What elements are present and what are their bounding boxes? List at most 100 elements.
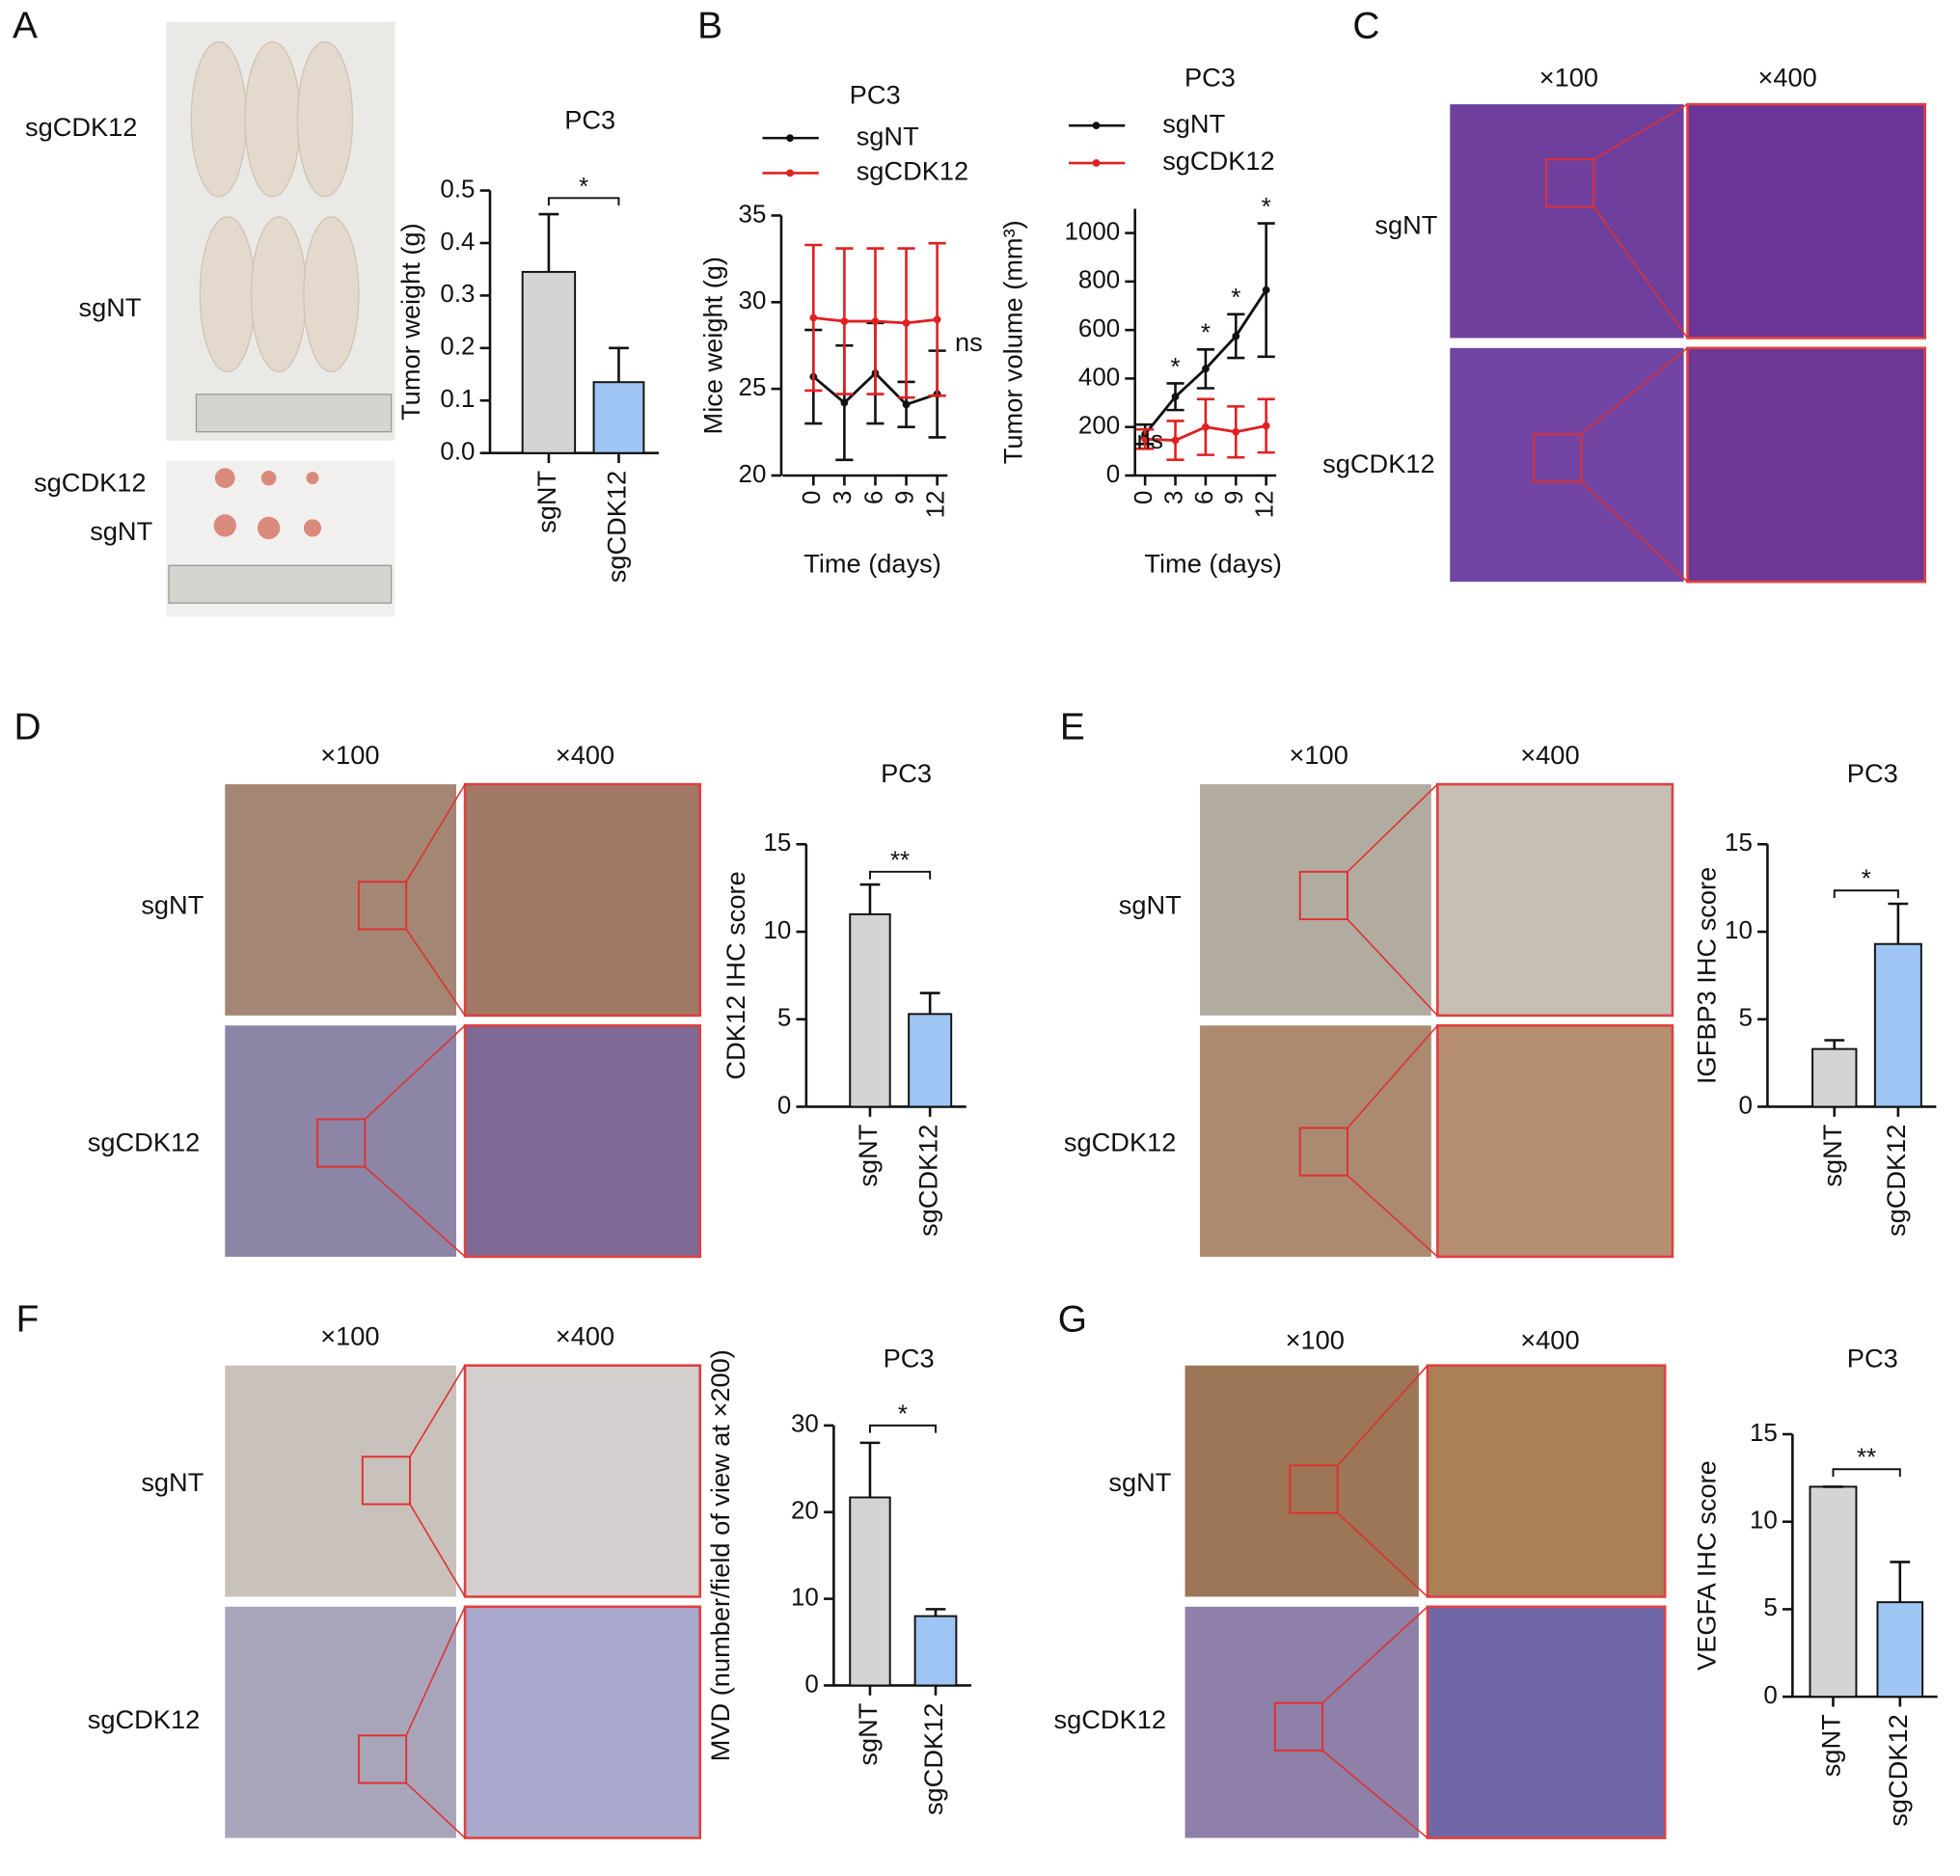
y-tick-label: 35 xyxy=(739,201,767,228)
panel-letter: F xyxy=(16,1299,40,1341)
data-point xyxy=(1171,436,1180,445)
bar xyxy=(521,270,577,454)
magnification-label: ×100 xyxy=(320,1320,379,1350)
significance-bracket xyxy=(547,197,620,206)
zoom-line xyxy=(405,1781,466,1839)
bar xyxy=(849,912,891,1108)
significance-bracket xyxy=(868,1424,937,1433)
legend-label: sgNT xyxy=(857,121,919,150)
y-tick-label: 20 xyxy=(739,461,767,488)
panel-letter: E xyxy=(1060,706,1085,748)
row-label: sgCDK12 xyxy=(25,112,137,142)
legend-marker xyxy=(1092,159,1101,167)
chart-title: PC3 xyxy=(1847,1344,1898,1373)
x-tick-label: sgNT xyxy=(853,1125,883,1187)
chart-title: PC3 xyxy=(884,1344,935,1373)
zoom-line xyxy=(1347,783,1438,873)
legend-label: sgCDK12 xyxy=(1162,146,1274,176)
x-tick-label: 12 xyxy=(1252,491,1279,519)
panel-letter: A xyxy=(13,5,38,46)
zoom-line xyxy=(405,928,466,1017)
zoom-line xyxy=(1347,918,1438,1017)
y-tick-label: 15 xyxy=(1725,829,1753,856)
y-tick-label: 5 xyxy=(777,1005,791,1032)
legend-marker xyxy=(786,134,794,142)
y-axis-label: CDK12 IHC score xyxy=(721,871,750,1079)
micrograph xyxy=(225,1025,457,1257)
data-point xyxy=(1262,421,1270,430)
zoom-box xyxy=(1273,1701,1324,1752)
zoom-line xyxy=(1321,1750,1429,1839)
x-tick-label: 3 xyxy=(830,491,857,504)
y-tick-label: 0 xyxy=(1763,1682,1777,1709)
micrograph xyxy=(1184,1365,1419,1597)
x-tick-label: 3 xyxy=(1160,491,1187,504)
bar xyxy=(1876,1601,1924,1699)
zoom-line xyxy=(1337,1512,1429,1598)
x-tick-label: 9 xyxy=(891,491,918,504)
zoom-box xyxy=(1289,1464,1339,1514)
data-point xyxy=(1232,332,1240,340)
micrograph xyxy=(463,782,702,1018)
x-tick-label: 0 xyxy=(1130,491,1157,504)
bar xyxy=(849,1496,891,1687)
row-label: sgCDK12 xyxy=(1054,1704,1166,1734)
micrograph xyxy=(225,784,457,1016)
row-label: sgNT xyxy=(1108,1467,1171,1497)
y-tick-label: 10 xyxy=(763,917,791,944)
significance-label: ** xyxy=(1857,1445,1876,1472)
ruler xyxy=(195,394,393,433)
y-tick-label: 30 xyxy=(791,1411,819,1438)
row-label: sgCDK12 xyxy=(88,1128,200,1157)
y-axis-label: VEGFA IHC score xyxy=(1692,1460,1722,1671)
panel-letter: G xyxy=(1058,1299,1087,1341)
micrograph xyxy=(225,1365,457,1597)
zoom-box xyxy=(361,1455,412,1506)
point-label: * xyxy=(1231,285,1240,312)
y-tick-label: 25 xyxy=(739,374,767,401)
y-axis-label: Mice weight (g) xyxy=(697,257,727,434)
y-tick-label: 400 xyxy=(1078,364,1120,391)
chart-title: PC3 xyxy=(881,758,932,788)
x-tick-label: sgCDK12 xyxy=(912,1125,942,1237)
legend-marker xyxy=(786,169,794,177)
zoom-line xyxy=(405,1606,466,1736)
zoom-line xyxy=(1592,103,1688,160)
chart-title: PC3 xyxy=(1184,62,1236,92)
chart-title: PC3 xyxy=(564,104,615,134)
point-label: * xyxy=(1170,354,1180,381)
row-label: sgNT xyxy=(141,1467,204,1497)
y-tick-label: 15 xyxy=(763,829,791,856)
y-tick-label: 10 xyxy=(1750,1508,1778,1535)
micrograph xyxy=(463,1364,702,1598)
zoom-line xyxy=(1580,480,1689,583)
data-point xyxy=(840,398,849,407)
zoom-box xyxy=(1298,870,1348,921)
row-label: sgNT xyxy=(1375,209,1437,239)
micrograph xyxy=(1184,1606,1419,1838)
zoom-box xyxy=(1298,1127,1348,1177)
significance-bracket xyxy=(1832,1468,1901,1478)
micrograph xyxy=(225,1606,457,1838)
micrograph xyxy=(1686,346,1927,584)
x-tick-label: sgCDK12 xyxy=(602,471,632,583)
y-tick-label: 5 xyxy=(1738,1005,1752,1032)
zoom-line xyxy=(364,1024,466,1120)
y-tick-label: 15 xyxy=(1750,1420,1778,1447)
x-tick-label: sgNT xyxy=(1817,1125,1847,1187)
point-label: * xyxy=(1201,320,1211,347)
y-tick-label: 0 xyxy=(804,1671,818,1698)
y-tick-label: 0.5 xyxy=(440,176,475,203)
y-tick-label: 200 xyxy=(1078,413,1120,440)
magnification-label: ×400 xyxy=(1758,62,1817,92)
zoom-line xyxy=(405,783,466,883)
y-tick-label: 10 xyxy=(1725,917,1753,944)
x-tick-label: sgCDK12 xyxy=(1881,1125,1911,1237)
y-tick-label: 0 xyxy=(1106,461,1120,488)
micrograph xyxy=(1450,347,1684,583)
panel-letter: D xyxy=(14,706,41,748)
zoom-box xyxy=(357,881,408,931)
magnification-label: ×100 xyxy=(320,740,379,770)
significance-label: ** xyxy=(890,847,910,874)
